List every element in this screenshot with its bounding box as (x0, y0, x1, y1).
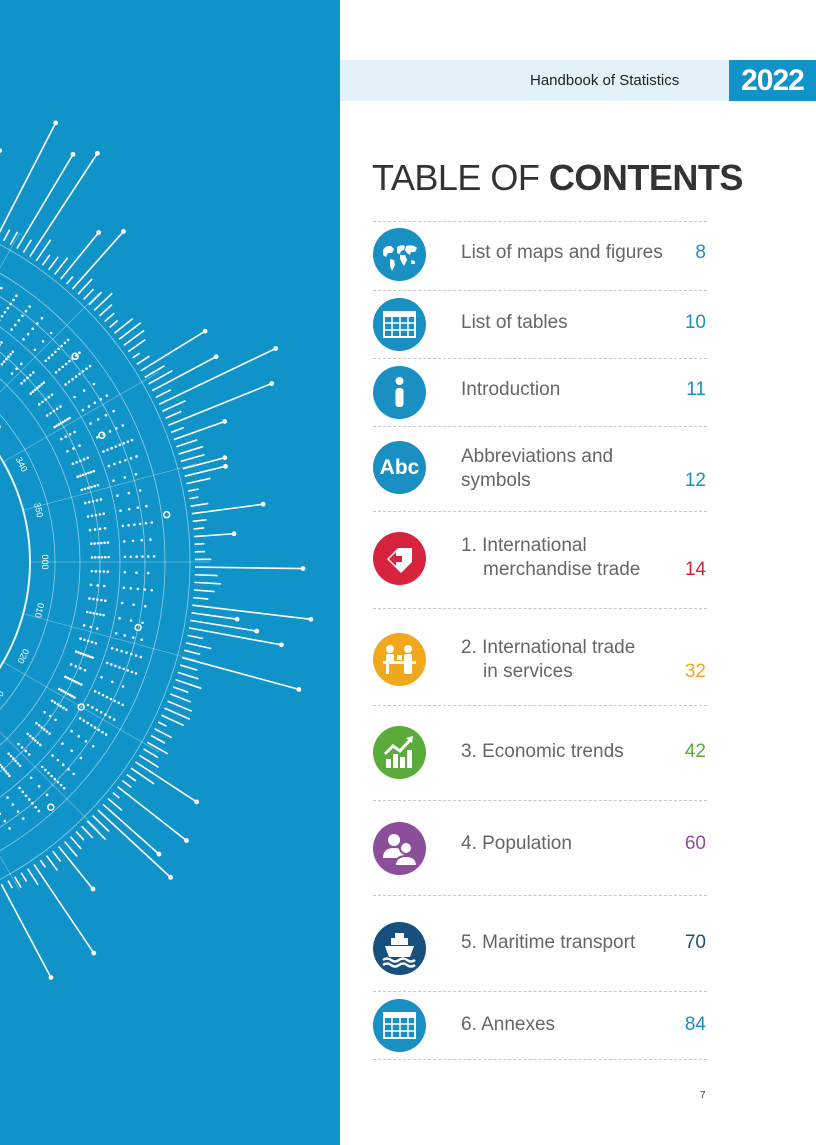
separator (373, 895, 707, 896)
separator (373, 705, 707, 706)
table-icon (373, 298, 426, 351)
population-icon (373, 822, 426, 875)
separator (373, 608, 707, 609)
toc-entry-label[interactable]: Introduction (461, 379, 561, 400)
dial-label: 340 (14, 455, 30, 473)
toc-entry-page[interactable]: 60 (684, 833, 706, 854)
year-badge: 2022 (729, 60, 816, 101)
merchandise-tag-icon (373, 532, 426, 585)
toc-entry-page[interactable]: 70 (684, 932, 706, 953)
ship-icon (373, 922, 426, 975)
toc-entry-page[interactable]: 12 (684, 470, 706, 491)
toc-entry-page[interactable]: 84 (684, 1014, 706, 1035)
toc-entry-page[interactable]: 32 (684, 661, 706, 682)
separator (373, 358, 707, 359)
toc-entry-page[interactable]: 11 (686, 379, 706, 400)
separator (373, 221, 707, 222)
toc-heading-bold: CONTENTS (548, 157, 744, 198)
toc-entry-label[interactable]: List of maps and figures (461, 242, 663, 263)
toc-entry-label[interactable]: 2. International trade in services (461, 637, 636, 682)
publication-title: Handbook of Statistics (530, 72, 680, 89)
separator (373, 991, 707, 992)
dial-label: 020 (15, 647, 31, 665)
toc-entry-label[interactable]: List of tables (461, 312, 568, 333)
page-number: 7 (700, 1090, 706, 1101)
toc-entry-page[interactable]: 8 (695, 242, 706, 263)
separator (373, 290, 707, 291)
toc-entry-label[interactable]: 1. International merchandise trade (461, 535, 641, 580)
dial-label: 350 (32, 501, 45, 518)
dial-label: 010 (33, 602, 46, 619)
toc-entry-page[interactable]: 14 (684, 559, 706, 580)
separator (373, 511, 707, 512)
toc-heading-light: TABLE OF (372, 157, 549, 198)
dial-label: 030 (0, 688, 6, 706)
toc-entry-label[interactable]: Abbreviations and symbols (461, 446, 614, 491)
dial-label: 330 (0, 415, 3, 433)
svg-text:Abc: Abc (380, 456, 420, 479)
toc-entry-page[interactable]: 42 (684, 741, 706, 762)
toc-entry-label[interactable]: 6. Annexes (461, 1014, 556, 1035)
toc-heading: TABLE OF CONTENTS (372, 157, 743, 199)
separator (373, 426, 707, 427)
decorative-side-panel: 330 340 350 000 010 020 030 (0, 0, 340, 1145)
annex-table-icon (373, 999, 426, 1052)
toc-entry-label[interactable]: 5. Maritime transport (461, 932, 636, 953)
toc-entry-label[interactable]: 4. Population (461, 833, 572, 854)
abc-icon: Abc (373, 441, 426, 494)
info-icon (373, 366, 426, 419)
growth-chart-icon (373, 726, 426, 779)
services-people-icon (373, 633, 426, 686)
dial-label: 000 (40, 554, 50, 569)
world-map-icon (373, 228, 426, 281)
separator (373, 800, 707, 801)
radial-dial-graphic: 330 340 350 000 010 020 030 (0, 120, 314, 980)
toc-entry-label[interactable]: 3. Economic trends (461, 741, 624, 762)
toc-entry-page[interactable]: 10 (684, 312, 706, 333)
separator (373, 1059, 707, 1060)
